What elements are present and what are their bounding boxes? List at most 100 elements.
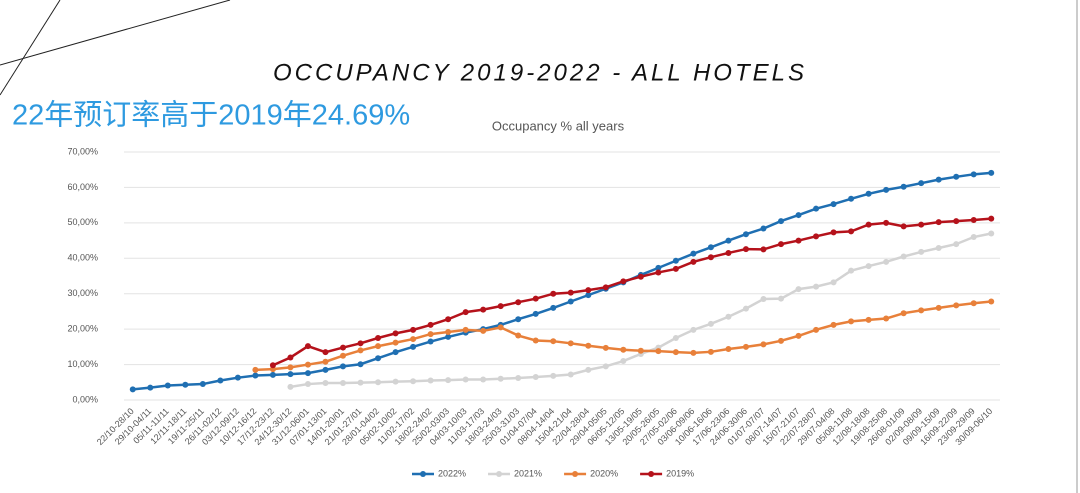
point <box>970 234 977 241</box>
point <box>164 382 171 389</box>
point <box>953 173 960 180</box>
point <box>672 335 679 341</box>
point <box>567 298 574 305</box>
point <box>883 315 890 322</box>
point <box>410 326 417 333</box>
point <box>550 372 557 379</box>
point <box>304 370 311 377</box>
point <box>445 377 452 384</box>
point <box>760 296 767 303</box>
point <box>322 349 329 356</box>
legend-marker <box>420 471 426 477</box>
point <box>497 375 504 382</box>
point <box>742 231 749 238</box>
point <box>287 383 294 390</box>
point <box>848 195 855 202</box>
point <box>778 241 784 248</box>
point <box>935 245 942 252</box>
point <box>357 379 364 386</box>
point <box>375 355 382 362</box>
point <box>287 354 294 361</box>
legend-marker <box>496 471 503 477</box>
point <box>357 340 364 347</box>
point <box>848 318 855 325</box>
point <box>988 230 995 237</box>
point <box>690 250 697 257</box>
point <box>672 265 679 272</box>
point <box>147 384 154 391</box>
point <box>813 283 820 290</box>
point <box>707 348 714 355</box>
point <box>585 292 592 299</box>
point <box>532 310 539 317</box>
point <box>778 295 784 302</box>
y-tick-label: 30,00% <box>67 288 98 298</box>
point <box>883 219 890 226</box>
point <box>865 190 872 197</box>
legend-label: 2022% <box>438 468 466 478</box>
point <box>620 358 627 365</box>
point <box>848 267 855 274</box>
point <box>760 225 767 232</box>
point <box>287 364 294 371</box>
point <box>883 258 890 265</box>
point <box>182 381 189 388</box>
point <box>707 320 714 327</box>
point <box>497 303 504 310</box>
point <box>935 176 942 183</box>
point <box>340 379 346 386</box>
point <box>725 237 732 244</box>
point <box>935 219 942 226</box>
point <box>953 218 960 225</box>
point <box>515 332 522 339</box>
point <box>970 217 977 224</box>
legend-label: 2019% <box>666 468 694 478</box>
point <box>795 332 802 339</box>
point <box>672 349 679 356</box>
point <box>410 336 417 343</box>
point <box>234 374 241 381</box>
y-tick-label: 60,00% <box>67 182 98 192</box>
series-line <box>290 232 992 389</box>
point <box>252 372 259 379</box>
point <box>813 205 820 212</box>
point <box>392 339 399 346</box>
point <box>848 228 855 235</box>
point <box>357 347 364 354</box>
point <box>304 343 311 350</box>
point <box>988 298 995 305</box>
y-tick-label: 40,00% <box>67 253 98 263</box>
point <box>970 171 977 178</box>
point <box>515 299 522 306</box>
point <box>918 180 925 187</box>
point <box>637 347 644 354</box>
point <box>375 343 382 350</box>
point <box>585 366 592 373</box>
point <box>778 337 784 344</box>
point <box>199 381 206 388</box>
point <box>795 286 802 293</box>
point <box>550 338 557 345</box>
point <box>620 346 627 353</box>
point <box>322 366 329 373</box>
point <box>410 378 417 385</box>
point <box>462 309 469 316</box>
series-line <box>272 217 992 367</box>
point <box>900 310 907 317</box>
point <box>602 344 609 351</box>
point <box>567 371 574 378</box>
point <box>427 338 434 345</box>
point <box>725 313 732 320</box>
point <box>918 221 925 228</box>
point <box>340 344 346 351</box>
point <box>672 257 679 264</box>
point <box>515 316 522 323</box>
point <box>935 304 942 311</box>
point <box>217 377 224 384</box>
decor-line <box>0 0 231 66</box>
point <box>269 371 276 378</box>
point <box>830 201 837 208</box>
point <box>760 246 767 253</box>
legend-marker <box>648 471 655 477</box>
